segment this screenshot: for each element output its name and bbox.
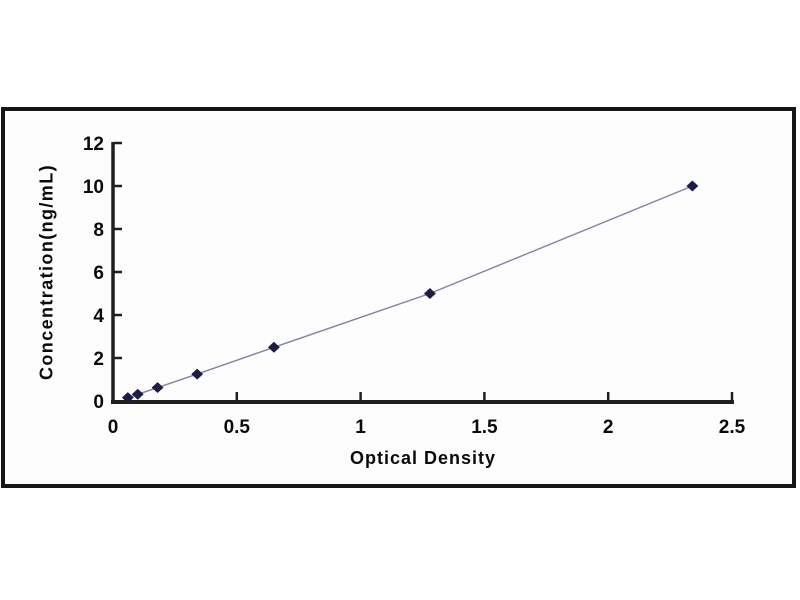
- x-tick-label: 1.5: [471, 417, 498, 438]
- x-tick-label: 0.5: [224, 417, 251, 438]
- data-point-marker: [268, 341, 280, 353]
- y-tick-label: 6: [93, 263, 104, 284]
- y-axis-title: Concentration(ng/mL): [36, 164, 57, 380]
- x-axis-title: Optical Density: [349, 448, 497, 468]
- x-tick-label: 1: [355, 417, 366, 438]
- data-point-marker: [131, 388, 144, 400]
- y-tick-label: 0: [93, 392, 104, 413]
- y-tick-label: 2: [93, 349, 104, 370]
- series-line: [127, 185, 693, 399]
- data-point-marker: [191, 368, 204, 380]
- data-point-marker: [686, 180, 699, 192]
- data-point-marker: [423, 288, 436, 299]
- x-tick-label: 2: [603, 417, 614, 438]
- y-tick-label: 8: [93, 220, 104, 241]
- y-tick-label: 4: [93, 306, 104, 327]
- x-tick-label: 0: [108, 417, 119, 438]
- chart-frame: [1, 107, 796, 488]
- data-point-marker: [151, 382, 164, 394]
- data-point-marker: [121, 392, 134, 404]
- x-tick-label: 2.5: [719, 417, 746, 438]
- y-tick-label: 12: [83, 134, 104, 155]
- y-tick-label: 10: [83, 177, 104, 198]
